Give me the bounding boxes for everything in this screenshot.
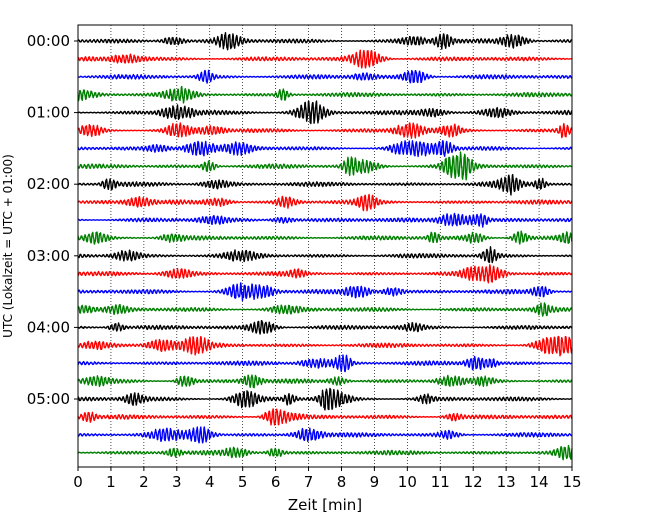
x-tick-label: 4: [205, 473, 215, 491]
trace-0115: [77, 122, 573, 139]
trace-0500: [77, 387, 573, 411]
trace-0145: [77, 151, 573, 181]
x-tick-label: 13: [497, 473, 516, 491]
x-tick-label: 7: [304, 473, 314, 491]
trace-0400: [77, 319, 573, 335]
trace-0230: [77, 212, 573, 228]
trace-0530: [77, 426, 573, 444]
trace-0515: [77, 408, 573, 426]
trace-0415: [77, 335, 573, 357]
trace-0200: [77, 173, 573, 196]
trace-0215: [77, 193, 573, 212]
trace-0330: [77, 282, 573, 302]
trace-0245: [77, 230, 573, 245]
x-tick-label: 11: [431, 473, 450, 491]
y-axis-label: UTC (Lokalzeit = UTC + 01:00): [1, 154, 15, 338]
x-tick-label: 5: [238, 473, 248, 491]
x-tick-label: 14: [530, 473, 549, 491]
x-tick-label: 3: [172, 473, 182, 491]
x-tick-label: 12: [464, 473, 483, 491]
y-tick-label: 01:00: [27, 104, 70, 122]
trace-0015: [77, 49, 573, 69]
trace-0315: [77, 264, 573, 284]
seismic-traces: [77, 32, 573, 461]
x-tick-label: 2: [139, 473, 149, 491]
trace-0130: [77, 140, 573, 158]
x-tick-label: 6: [271, 473, 281, 491]
y-tick-label: 04:00: [27, 318, 70, 336]
trace-0345: [77, 302, 573, 317]
y-tick-label: 05:00: [27, 390, 70, 408]
plot-frame: [77, 24, 573, 468]
y-tick-label: 03:00: [27, 247, 70, 265]
trace-0445: [77, 374, 573, 389]
y-tick-label: 02:00: [27, 175, 70, 193]
trace-0545: [77, 444, 573, 461]
x-tick-label: 9: [370, 473, 380, 491]
x-tick-label: 10: [398, 473, 417, 491]
x-tick-label: 8: [337, 473, 347, 491]
trace-0045: [77, 85, 573, 104]
x-tick-label: 1: [106, 473, 116, 491]
x-tick-label: 15: [562, 473, 581, 491]
y-axis-ticks: 00:00 01:00 02:00 03:00 04:00 05:00: [27, 32, 78, 408]
trace-0430: [77, 354, 573, 373]
trace-0000: [77, 32, 573, 51]
y-tick-label: 00:00: [27, 32, 70, 50]
trace-0100: [77, 100, 573, 125]
x-tick-label: 0: [73, 473, 83, 491]
trace-0300: [77, 246, 573, 264]
x-axis-ticks: 0 1 2 3 4 5 6 7 8 9 10 11 12 13 14 15: [73, 467, 582, 491]
trace-0030: [77, 69, 573, 84]
x-axis-label: Zeit [min]: [288, 496, 362, 514]
